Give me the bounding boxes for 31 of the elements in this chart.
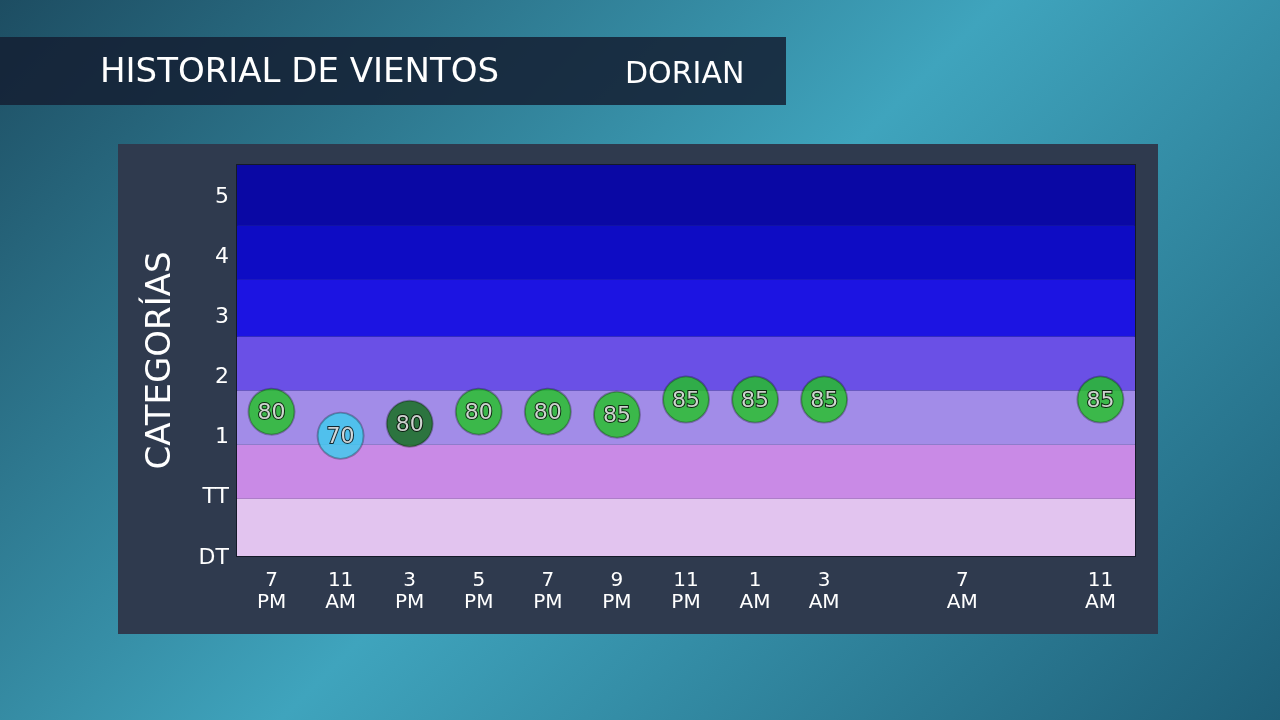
annotation: 85 <box>1086 387 1115 413</box>
x-tick-label: 11 AM <box>325 567 357 613</box>
x-tick-label: 9 PM <box>602 567 632 613</box>
annotation: 80 <box>533 399 562 425</box>
y-tick-label: DT <box>198 543 230 569</box>
annotation: 85 <box>672 387 700 413</box>
y-tick-label: 1 <box>215 423 229 449</box>
y-axis-title: CATEGORÍAS <box>138 251 178 470</box>
y-tick-label: 2 <box>215 363 229 389</box>
x-tick-label: 1 AM <box>739 567 771 613</box>
x-tick-label: 7 PM <box>533 567 563 613</box>
chart-subtitle: DORIAN <box>625 54 745 90</box>
annotation: 85 <box>602 402 631 428</box>
x-tick-label: 11 PM <box>671 567 701 613</box>
chart-title: HISTORIAL DE VIENTOS <box>100 50 500 90</box>
x-tick-label: 7 AM <box>946 567 978 613</box>
annotation: 80 <box>257 399 286 425</box>
y-tick-label: 5 <box>215 182 229 208</box>
y-tick-label: TT <box>201 483 230 509</box>
x-tick-label: 5 PM <box>464 567 494 613</box>
x-tick-label: 7 PM <box>256 567 287 613</box>
annotation: 85 <box>810 387 839 413</box>
x-tick-label: 3 PM <box>395 567 425 613</box>
x-tick-label: 3 AM <box>808 567 840 613</box>
annotation: 70 <box>326 423 355 449</box>
annotation: 85 <box>741 387 770 413</box>
y-tick-label: 4 <box>215 242 229 268</box>
annotation: 80 <box>395 411 424 437</box>
y-tick-label: 3 <box>215 302 229 328</box>
x-tick-label: 11 AM <box>1084 567 1116 613</box>
annotation: 80 <box>464 399 493 425</box>
